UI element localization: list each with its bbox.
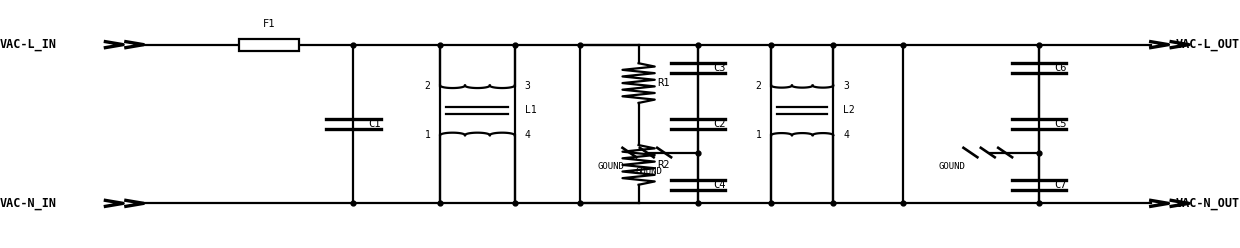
Text: R1: R1	[657, 78, 670, 88]
Text: C4: C4	[713, 180, 725, 190]
Text: GOUND: GOUND	[635, 167, 662, 176]
Text: 2: 2	[755, 81, 761, 91]
Text: VAC-N_IN: VAC-N_IN	[0, 197, 57, 210]
Text: 3: 3	[525, 81, 531, 91]
Text: VAC-N_OUT: VAC-N_OUT	[1176, 197, 1240, 210]
Text: C6: C6	[1054, 63, 1066, 73]
Text: C7: C7	[1054, 180, 1066, 190]
Text: C1: C1	[368, 119, 381, 129]
Text: GOUND: GOUND	[939, 162, 966, 171]
Text: C3: C3	[713, 63, 725, 73]
Text: VAC-L_IN: VAC-L_IN	[0, 38, 57, 51]
Text: GOUND: GOUND	[598, 162, 625, 171]
Bar	[239, 39, 299, 51]
Text: 2: 2	[424, 81, 430, 91]
Text: L1: L1	[525, 105, 536, 115]
Text: C5: C5	[1054, 119, 1066, 129]
Text: 4: 4	[843, 130, 849, 140]
Text: F1: F1	[263, 19, 275, 29]
Text: VAC-L_OUT: VAC-L_OUT	[1176, 38, 1240, 51]
Text: 1: 1	[424, 130, 430, 140]
Text: 4: 4	[525, 130, 531, 140]
Text: R2: R2	[657, 160, 670, 170]
Text: L2: L2	[843, 105, 854, 115]
Text: 3: 3	[843, 81, 849, 91]
Text: 1: 1	[755, 130, 761, 140]
Text: C2: C2	[713, 119, 725, 129]
